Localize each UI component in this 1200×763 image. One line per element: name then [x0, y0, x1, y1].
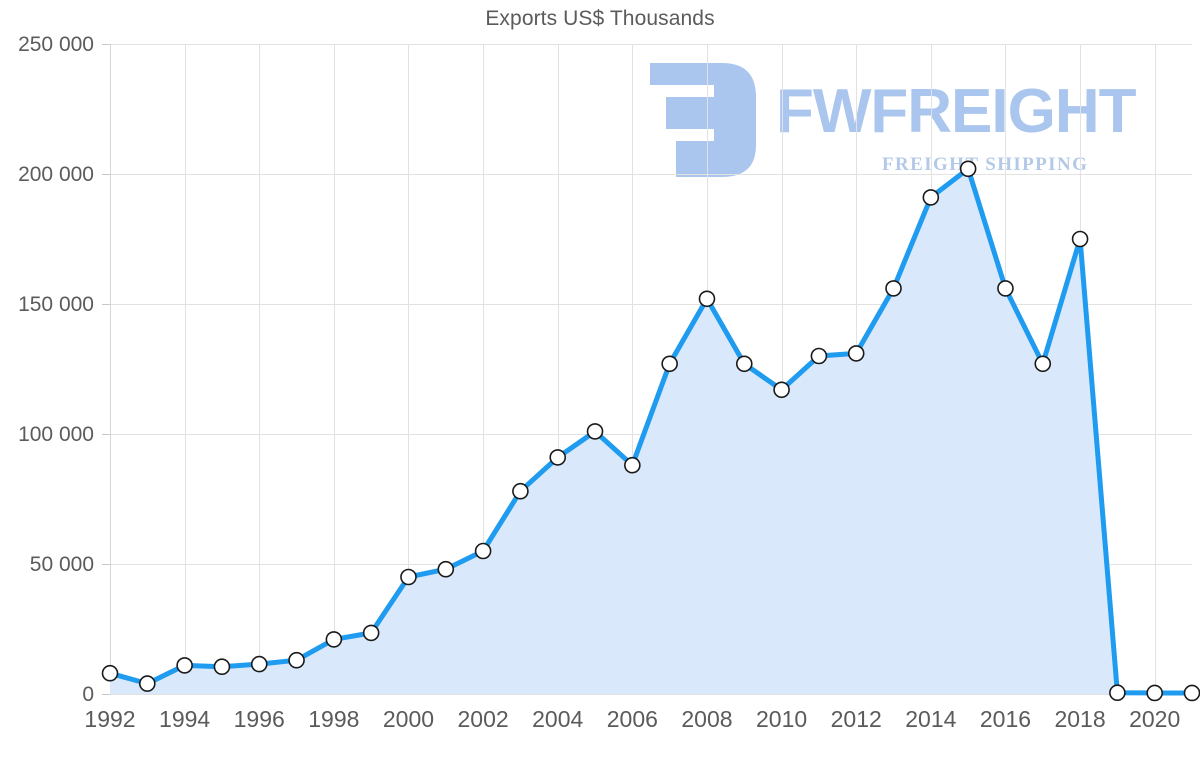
- data-point[interactable]: [997, 280, 1014, 297]
- x-axis-tick-label: 2006: [607, 706, 658, 732]
- data-point[interactable]: [1071, 230, 1089, 248]
- x-axis-tick-label: 2020: [1129, 706, 1180, 732]
- data-point[interactable]: [773, 381, 790, 399]
- y-axis-tick-label: 200 000: [18, 163, 94, 186]
- data-point[interactable]: [474, 542, 492, 560]
- x-axis-tick-label: 2014: [905, 706, 956, 732]
- y-axis-labels: 0 50 000 100 000 150 000 200 000 250 000: [18, 33, 94, 706]
- data-point[interactable]: [250, 655, 268, 673]
- y-axis-tick-label: 50 000: [30, 553, 94, 576]
- data-point[interactable]: [325, 631, 343, 648]
- data-point[interactable]: [512, 482, 529, 500]
- exports-area: [110, 168, 1192, 695]
- data-point[interactable]: [213, 658, 231, 676]
- x-axis-tick-label: 2004: [532, 706, 583, 732]
- data-point[interactable]: [1034, 355, 1052, 373]
- data-point[interactable]: [735, 355, 753, 373]
- data-point[interactable]: [549, 449, 567, 466]
- data-point[interactable]: [847, 345, 865, 362]
- y-axis-tick-label: 0: [82, 683, 94, 706]
- data-point[interactable]: [437, 560, 455, 578]
- data-point[interactable]: [586, 423, 604, 440]
- x-axis-tick-label: 1994: [159, 706, 210, 732]
- data-point[interactable]: [959, 160, 977, 178]
- x-axis-tick-label: 2016: [980, 706, 1031, 732]
- chart-title: Exports US$ Thousands: [485, 7, 715, 30]
- data-point[interactable]: [288, 651, 305, 669]
- data-point[interactable]: [698, 290, 716, 308]
- x-axis-tick-label: 1992: [84, 706, 135, 732]
- x-axis-tick-label: 2012: [831, 706, 882, 732]
- data-point[interactable]: [1109, 684, 1126, 702]
- data-point[interactable]: [176, 657, 193, 674]
- data-point[interactable]: [1183, 684, 1200, 702]
- data-point[interactable]: [810, 347, 828, 365]
- data-point[interactable]: [885, 280, 902, 297]
- data-point[interactable]: [101, 664, 119, 682]
- data-point[interactable]: [400, 568, 417, 586]
- x-axis-labels: 1992 1994 1996 1998 2000 2002 2004 2006 2008 2010…: [84, 706, 1180, 732]
- x-axis-tick-label: 1996: [234, 706, 285, 732]
- y-axis-tick-label: 250 000: [18, 33, 94, 56]
- series-markers[interactable]: [101, 160, 1200, 702]
- data-point[interactable]: [1146, 684, 1163, 702]
- x-axis-tick-label: 2018: [1054, 706, 1105, 732]
- x-axis-tick-label: 2010: [756, 706, 807, 732]
- series-area-layer: [110, 168, 1192, 695]
- x-axis-tick-label: 2000: [383, 706, 434, 732]
- x-axis-tick-label: 2008: [681, 706, 732, 732]
- data-point[interactable]: [624, 456, 641, 474]
- data-point[interactable]: [661, 355, 678, 373]
- data-point[interactable]: [922, 189, 940, 206]
- y-axis-tick-label: 100 000: [18, 423, 94, 446]
- data-point[interactable]: [139, 675, 156, 692]
- x-axis-tick-label: 2002: [458, 706, 509, 732]
- y-axis-tick-label: 150 000: [18, 293, 94, 316]
- data-point[interactable]: [362, 624, 380, 642]
- x-axis-tick-label: 1998: [308, 706, 359, 732]
